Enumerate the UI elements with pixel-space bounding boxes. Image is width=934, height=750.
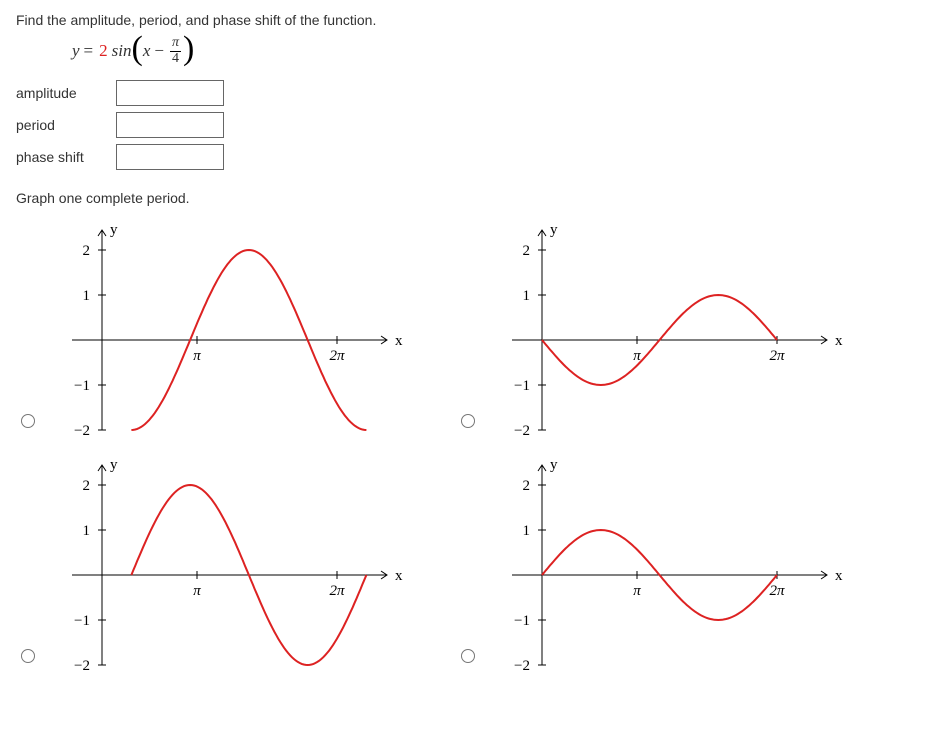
svg-text:2π: 2π	[329, 348, 345, 364]
svg-text:2π: 2π	[769, 583, 785, 599]
input-row-phase-shift: phase shift	[16, 144, 918, 170]
svg-text:2π: 2π	[329, 583, 345, 599]
svg-text:2: 2	[83, 243, 91, 259]
svg-text:y: y	[550, 222, 558, 238]
svg-text:x: x	[835, 568, 843, 584]
input-label: period	[16, 117, 116, 133]
graph-D: 2 1 −1 −2 π 2π y x	[482, 445, 872, 670]
svg-text:π: π	[193, 348, 201, 364]
input-label: amplitude	[16, 85, 116, 101]
svg-text:−2: −2	[514, 423, 530, 435]
svg-text:x: x	[395, 568, 403, 584]
svg-text:2: 2	[523, 243, 531, 259]
svg-text:x: x	[835, 333, 843, 349]
graph-option-D-radio[interactable]	[461, 649, 475, 663]
amplitude-input[interactable]	[116, 80, 224, 106]
input-row-amplitude: amplitude	[16, 80, 918, 106]
svg-text:−1: −1	[514, 378, 530, 394]
input-row-period: period	[16, 112, 918, 138]
phase-shift-input[interactable]	[116, 144, 224, 170]
svg-text:1: 1	[83, 288, 91, 304]
graph-A: 2 1 −1 −2 π 2π y x	[42, 210, 432, 435]
graph-option-C: 2 1 −1 −2 π 2π y x	[16, 445, 456, 670]
svg-text:2: 2	[83, 478, 91, 494]
svg-text:x: x	[395, 333, 403, 349]
svg-text:−1: −1	[74, 613, 90, 629]
inputs-area: amplitude period phase shift	[16, 80, 918, 170]
graph-option-B: 21−1−2π2πyx	[456, 210, 896, 435]
graph-option-A: 2 1 −1 −2 π 2π y x	[16, 210, 456, 435]
graph-instruction: Graph one complete period.	[16, 190, 918, 206]
svg-text:−2: −2	[514, 658, 530, 670]
svg-text:π: π	[633, 583, 641, 599]
svg-text:y: y	[550, 457, 558, 473]
period-input[interactable]	[116, 112, 224, 138]
svg-text:π: π	[193, 583, 201, 599]
graph-option-D: 2 1 −1 −2 π 2π y x	[456, 445, 896, 670]
svg-text:1: 1	[523, 523, 531, 539]
svg-text:−1: −1	[514, 613, 530, 629]
svg-text:−2: −2	[74, 423, 90, 435]
svg-text:2: 2	[523, 478, 531, 494]
svg-text:y: y	[110, 457, 118, 473]
chart-options: 21−1−2π2πyx21−1−2π2πyx21−1−2π2πyx21−1−2π…	[16, 210, 916, 680]
svg-text:y: y	[110, 222, 118, 238]
svg-text:2π: 2π	[769, 348, 785, 364]
input-label: phase shift	[16, 149, 116, 165]
question-text: Find the amplitude, period, and phase sh…	[16, 12, 918, 28]
svg-text:1: 1	[83, 523, 91, 539]
equation: y = 2 sin ( x − π 4 )	[72, 36, 918, 66]
graph-C: 2 1 −1 −2 π 2π y x	[42, 445, 432, 670]
graph-B: 21−1−2π2πyx	[482, 210, 872, 435]
graph-option-B-radio[interactable]	[461, 414, 475, 428]
svg-text:−1: −1	[74, 378, 90, 394]
graph-option-A-radio[interactable]	[21, 414, 35, 428]
svg-text:−2: −2	[74, 658, 90, 670]
svg-text:1: 1	[523, 288, 531, 304]
graph-option-C-radio[interactable]	[21, 649, 35, 663]
